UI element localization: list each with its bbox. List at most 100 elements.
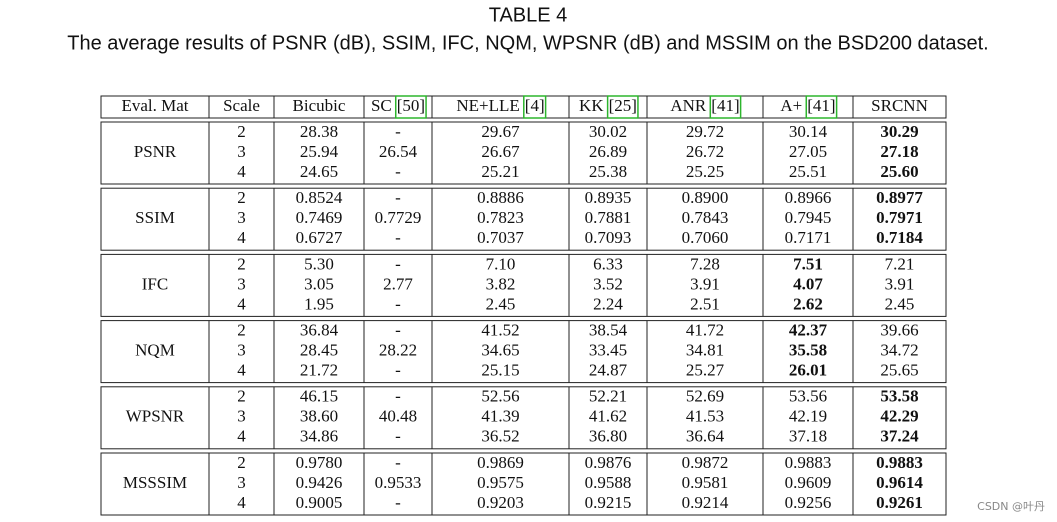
value-cell: 25.27 [686, 361, 725, 380]
value-cell: 30.02 [589, 122, 627, 141]
metric-name: WPSNR [126, 407, 185, 426]
value-cell: 0.8935 [585, 188, 632, 207]
value-cell: 39.66 [880, 321, 918, 340]
value-cell: 42.37 [789, 321, 828, 340]
citation-box [709, 95, 742, 119]
header-ref: [41] [711, 96, 739, 115]
value-cell: - [395, 122, 401, 141]
value-cell: 3.91 [885, 274, 915, 293]
value-cell: 36.80 [589, 427, 627, 446]
value-cell: 5.30 [304, 254, 334, 273]
citation-box [394, 95, 427, 119]
value-cell: 0.7037 [477, 228, 524, 247]
header-cell: Bicubic [293, 96, 346, 115]
value-cell: 0.8900 [682, 188, 729, 207]
value-cell: 0.7971 [876, 208, 923, 227]
table-title: TABLE 4 [489, 4, 568, 26]
value-cell: 0.9869 [477, 453, 524, 472]
scale-cell: 3 [237, 473, 246, 492]
scale-cell: 3 [237, 274, 246, 293]
header-cell: NE+LLE [456, 96, 519, 115]
citation-box [606, 95, 639, 119]
value-cell: 41.62 [589, 407, 627, 426]
value-cell: 0.7729 [375, 208, 422, 227]
value-cell: 28.45 [300, 341, 338, 360]
metric-group [100, 320, 947, 384]
metric-name: PSNR [134, 142, 177, 161]
value-cell: 7.10 [486, 254, 516, 273]
value-cell: 2.45 [486, 294, 516, 313]
value-cell: 0.7881 [585, 208, 632, 227]
value-cell: 25.21 [481, 162, 519, 181]
value-cell: 0.7184 [876, 228, 923, 247]
value-cell: 52.21 [589, 387, 627, 406]
metric-name: IFC [142, 274, 168, 293]
value-cell: 0.9876 [585, 453, 632, 472]
scale-cell: 2 [237, 453, 246, 472]
value-cell: 0.9256 [785, 493, 832, 512]
value-cell: - [395, 361, 401, 380]
value-cell: 0.9203 [477, 493, 524, 512]
value-cell: 34.65 [481, 341, 519, 360]
value-cell: 37.18 [789, 427, 827, 446]
value-cell: 33.45 [589, 341, 627, 360]
value-cell: 0.9581 [682, 473, 729, 492]
metric-name: MSSSIM [123, 473, 187, 492]
value-cell: - [395, 228, 401, 247]
watermark: CSDN @叶丹 [977, 500, 1045, 513]
value-cell: 36.52 [481, 427, 519, 446]
value-cell: 24.65 [300, 162, 338, 181]
value-cell: 3.05 [304, 274, 334, 293]
value-cell: 0.9614 [876, 473, 923, 492]
value-cell: 41.72 [686, 321, 724, 340]
value-cell: 0.7171 [785, 228, 832, 247]
value-cell: 7.51 [793, 254, 823, 273]
value-cell: 25.25 [686, 162, 724, 181]
value-cell: 1.95 [304, 294, 334, 313]
value-cell: 42.29 [880, 407, 918, 426]
value-cell: 26.01 [789, 361, 827, 380]
value-cell: 7.28 [690, 254, 720, 273]
header-ref: [41] [807, 96, 835, 115]
header-ref: [50] [397, 96, 425, 115]
value-cell: 0.9005 [296, 493, 343, 512]
value-cell: 0.6727 [296, 228, 343, 247]
scale-cell: 4 [237, 294, 246, 313]
value-cell: 53.56 [789, 387, 827, 406]
value-cell: 40.48 [379, 407, 417, 426]
value-cell: 2.51 [690, 294, 720, 313]
scale-cell: 3 [237, 208, 246, 227]
value-cell: 0.9575 [477, 473, 524, 492]
header-cell: SC [371, 96, 392, 115]
value-cell: 0.8977 [876, 188, 923, 207]
header-cell: Eval. Mat [121, 96, 188, 115]
value-cell: 27.18 [880, 142, 918, 161]
value-cell: 0.7469 [296, 208, 343, 227]
header-cell: A+ [780, 96, 802, 115]
value-cell: 28.38 [300, 122, 338, 141]
value-cell: 0.9883 [876, 453, 923, 472]
value-cell: 41.53 [686, 407, 724, 426]
metric-group [100, 452, 947, 516]
value-cell: 0.8966 [785, 188, 832, 207]
value-cell: 25.15 [481, 361, 519, 380]
value-cell: 37.24 [880, 427, 919, 446]
value-cell: 26.89 [589, 142, 627, 161]
value-cell: 27.05 [789, 142, 827, 161]
scale-cell: 2 [237, 188, 246, 207]
table-caption: The average results of PSNR (dB), SSIM, … [67, 32, 988, 54]
value-cell: - [395, 427, 401, 446]
value-cell: 41.52 [481, 321, 519, 340]
header-ref: [25] [609, 96, 637, 115]
value-cell: 3.82 [486, 274, 516, 293]
value-cell: 0.9872 [682, 453, 729, 472]
value-cell: 34.72 [880, 341, 918, 360]
scale-cell: 2 [237, 122, 246, 141]
value-cell: 29.72 [686, 122, 724, 141]
scale-cell: 4 [237, 361, 246, 380]
value-cell: 0.9214 [682, 493, 729, 512]
value-cell: 2.62 [793, 294, 823, 313]
value-cell: - [395, 453, 401, 472]
value-cell: 0.9588 [585, 473, 632, 492]
value-cell: 35.58 [789, 341, 827, 360]
